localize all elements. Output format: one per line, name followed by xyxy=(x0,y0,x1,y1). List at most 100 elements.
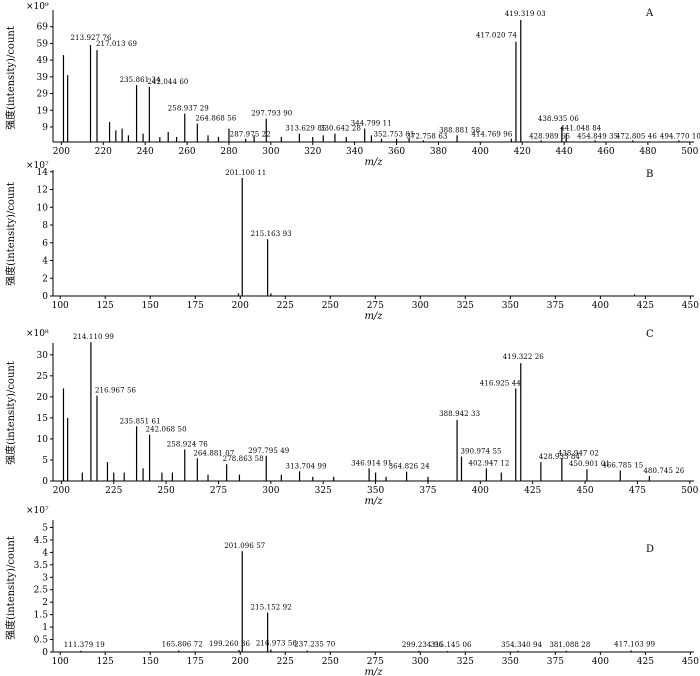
x-tick-label-d: 450 xyxy=(682,657,699,667)
y-tick-label-a: 9 xyxy=(42,123,48,133)
peak-label: 346.914 91 xyxy=(351,459,392,467)
peak-label: 215.152 92 xyxy=(251,604,292,612)
peak-label: 216.967 56 xyxy=(95,387,137,395)
x-tick-label-b: 150 xyxy=(142,301,159,311)
peak-label: 388.881 58 xyxy=(439,126,480,134)
x-tick-label-a: 400 xyxy=(472,147,489,157)
panel-letter-c: C xyxy=(646,329,654,340)
exponent-label-c: ×10⁸ xyxy=(26,329,49,339)
x-tick-label-c: 400 xyxy=(472,486,489,496)
y-tick-label-a: 69 xyxy=(37,23,49,33)
peak-label: 313.704 99 xyxy=(286,462,327,470)
x-tick-label-c: 425 xyxy=(524,486,541,496)
x-tick-label-d: 200 xyxy=(232,657,249,667)
x-tick-label-c: 325 xyxy=(315,486,332,496)
peak-label: 388.942 33 xyxy=(439,410,480,418)
y-tick-label-c: 10 xyxy=(37,435,49,445)
peak-label: 299.234 96 xyxy=(402,641,444,649)
peak-label: 216.973 56 xyxy=(256,640,298,648)
peak-label: 297.793 90 xyxy=(251,110,292,118)
y-tick-label-b: 10 xyxy=(37,203,49,213)
peak-label: 287.975 22 xyxy=(230,131,271,139)
peak-label: 419.322 26 xyxy=(503,353,545,361)
y-tick-label-b: 0 xyxy=(42,292,48,302)
exponent-label-b: ×10⁷ xyxy=(26,161,49,171)
peak-label: 235.851 61 xyxy=(120,417,161,425)
x-tick-label-d: 300 xyxy=(412,657,429,667)
x-tick-label-a: 360 xyxy=(388,147,405,157)
y-tick-label-b: 2 xyxy=(42,274,48,284)
panel-d: 100 125 150 175 200 225 250 275 300 325 350 375 400 4… xyxy=(4,506,699,676)
peak-label: 315.145 06 xyxy=(431,641,473,649)
panel-b: 100 125 150 175 200 225 250 275 300 325 350 375 400 4… xyxy=(4,161,699,322)
peak-label: 381.088 28 xyxy=(549,641,590,649)
y-tick-label-d: 1 xyxy=(42,623,48,633)
y-tick-label-b: 14 xyxy=(37,168,49,178)
y-axis-title-b: 强度(intensity)/count xyxy=(4,182,17,286)
x-axis-title-b: m/z xyxy=(364,311,383,322)
peak-label: 417.020 74 xyxy=(476,32,518,40)
y-axis-title-c: 强度(intensity)/count xyxy=(4,361,17,465)
x-tick-label-a: 420 xyxy=(514,147,531,157)
peak-label: 264.868 56 xyxy=(195,115,237,123)
x-tick-label-b: 125 xyxy=(97,301,114,311)
peak-label: 313.629 85 xyxy=(285,125,326,133)
x-tick-label-a: 300 xyxy=(262,147,279,157)
peak-label: 354.340 94 xyxy=(501,641,543,649)
peak-label: 330.642 28 xyxy=(320,125,361,133)
y-tick-label-d: 3.5 xyxy=(34,561,49,571)
peak-label: 472.805 46 xyxy=(616,132,658,140)
x-tick-label-b: 350 xyxy=(502,301,519,311)
peak-label: 215.163 93 xyxy=(251,230,292,238)
peak-label: 414.769 96 xyxy=(471,131,513,139)
y-tick-label-d: 4 xyxy=(42,548,48,558)
y-tick-label-d: 2 xyxy=(42,598,48,608)
y-tick-label-d: 2.5 xyxy=(34,586,49,596)
peak-label: 416.925 44 xyxy=(480,379,522,387)
peak-label: 214.110 99 xyxy=(73,333,114,341)
peak-label: 438.947 02 xyxy=(558,449,599,457)
panel-letter-b: B xyxy=(646,169,653,180)
y-tick-label-a: 39 xyxy=(37,73,49,83)
peak-label: 438.935 06 xyxy=(538,115,580,123)
peak-label: 242.068 50 xyxy=(146,426,187,434)
y-tick-label-a: 59 xyxy=(37,39,49,49)
x-tick-label-b: 275 xyxy=(367,301,384,311)
y-tick-label-b: 6 xyxy=(42,239,48,249)
x-tick-label-d: 150 xyxy=(142,657,159,667)
x-tick-label-d: 275 xyxy=(367,657,384,667)
peak-label: 278.863 58 xyxy=(223,455,264,463)
peak-label: 372.758 63 xyxy=(406,132,447,140)
peak-label: 428.933 84 xyxy=(539,453,581,461)
y-tick-label-d: 0 xyxy=(42,648,48,658)
x-tick-label-d: 175 xyxy=(187,657,204,667)
peak-label: 344.799 11 xyxy=(351,120,392,128)
peak-label: 199.260 36 xyxy=(209,640,251,648)
x-tick-label-b: 425 xyxy=(637,301,654,311)
x-tick-label-c: 375 xyxy=(419,486,436,496)
y-tick-label-b: 8 xyxy=(42,221,48,231)
x-tick-label-a: 320 xyxy=(304,147,321,157)
y-tick-label-d: 1.5 xyxy=(34,611,49,621)
x-tick-label-d: 350 xyxy=(502,657,519,667)
x-tick-label-a: 380 xyxy=(430,147,447,157)
x-tick-label-c: 200 xyxy=(53,486,70,496)
x-tick-label-c: 250 xyxy=(158,486,175,496)
x-tick-label-a: 240 xyxy=(137,147,154,157)
x-tick-label-b: 300 xyxy=(412,301,429,311)
x-tick-label-b: 200 xyxy=(232,301,249,311)
y-tick-label-b: 12 xyxy=(37,186,48,196)
x-tick-label-a: 340 xyxy=(346,147,363,157)
x-tick-label-d: 125 xyxy=(97,657,114,667)
peak-label: 454.849 35 xyxy=(577,132,618,140)
x-tick-label-b: 250 xyxy=(322,301,339,311)
peak-label: 402.947 12 xyxy=(468,459,509,467)
y-tick-label-c: 0 xyxy=(42,477,48,487)
x-tick-label-c: 275 xyxy=(210,486,227,496)
x-tick-label-b: 375 xyxy=(547,301,564,311)
y-tick-label-c: 15 xyxy=(37,414,49,424)
peak-label: 213.927 76 xyxy=(70,34,112,42)
x-tick-label-a: 220 xyxy=(95,147,112,157)
peak-label: 450.901 01 xyxy=(569,460,610,468)
